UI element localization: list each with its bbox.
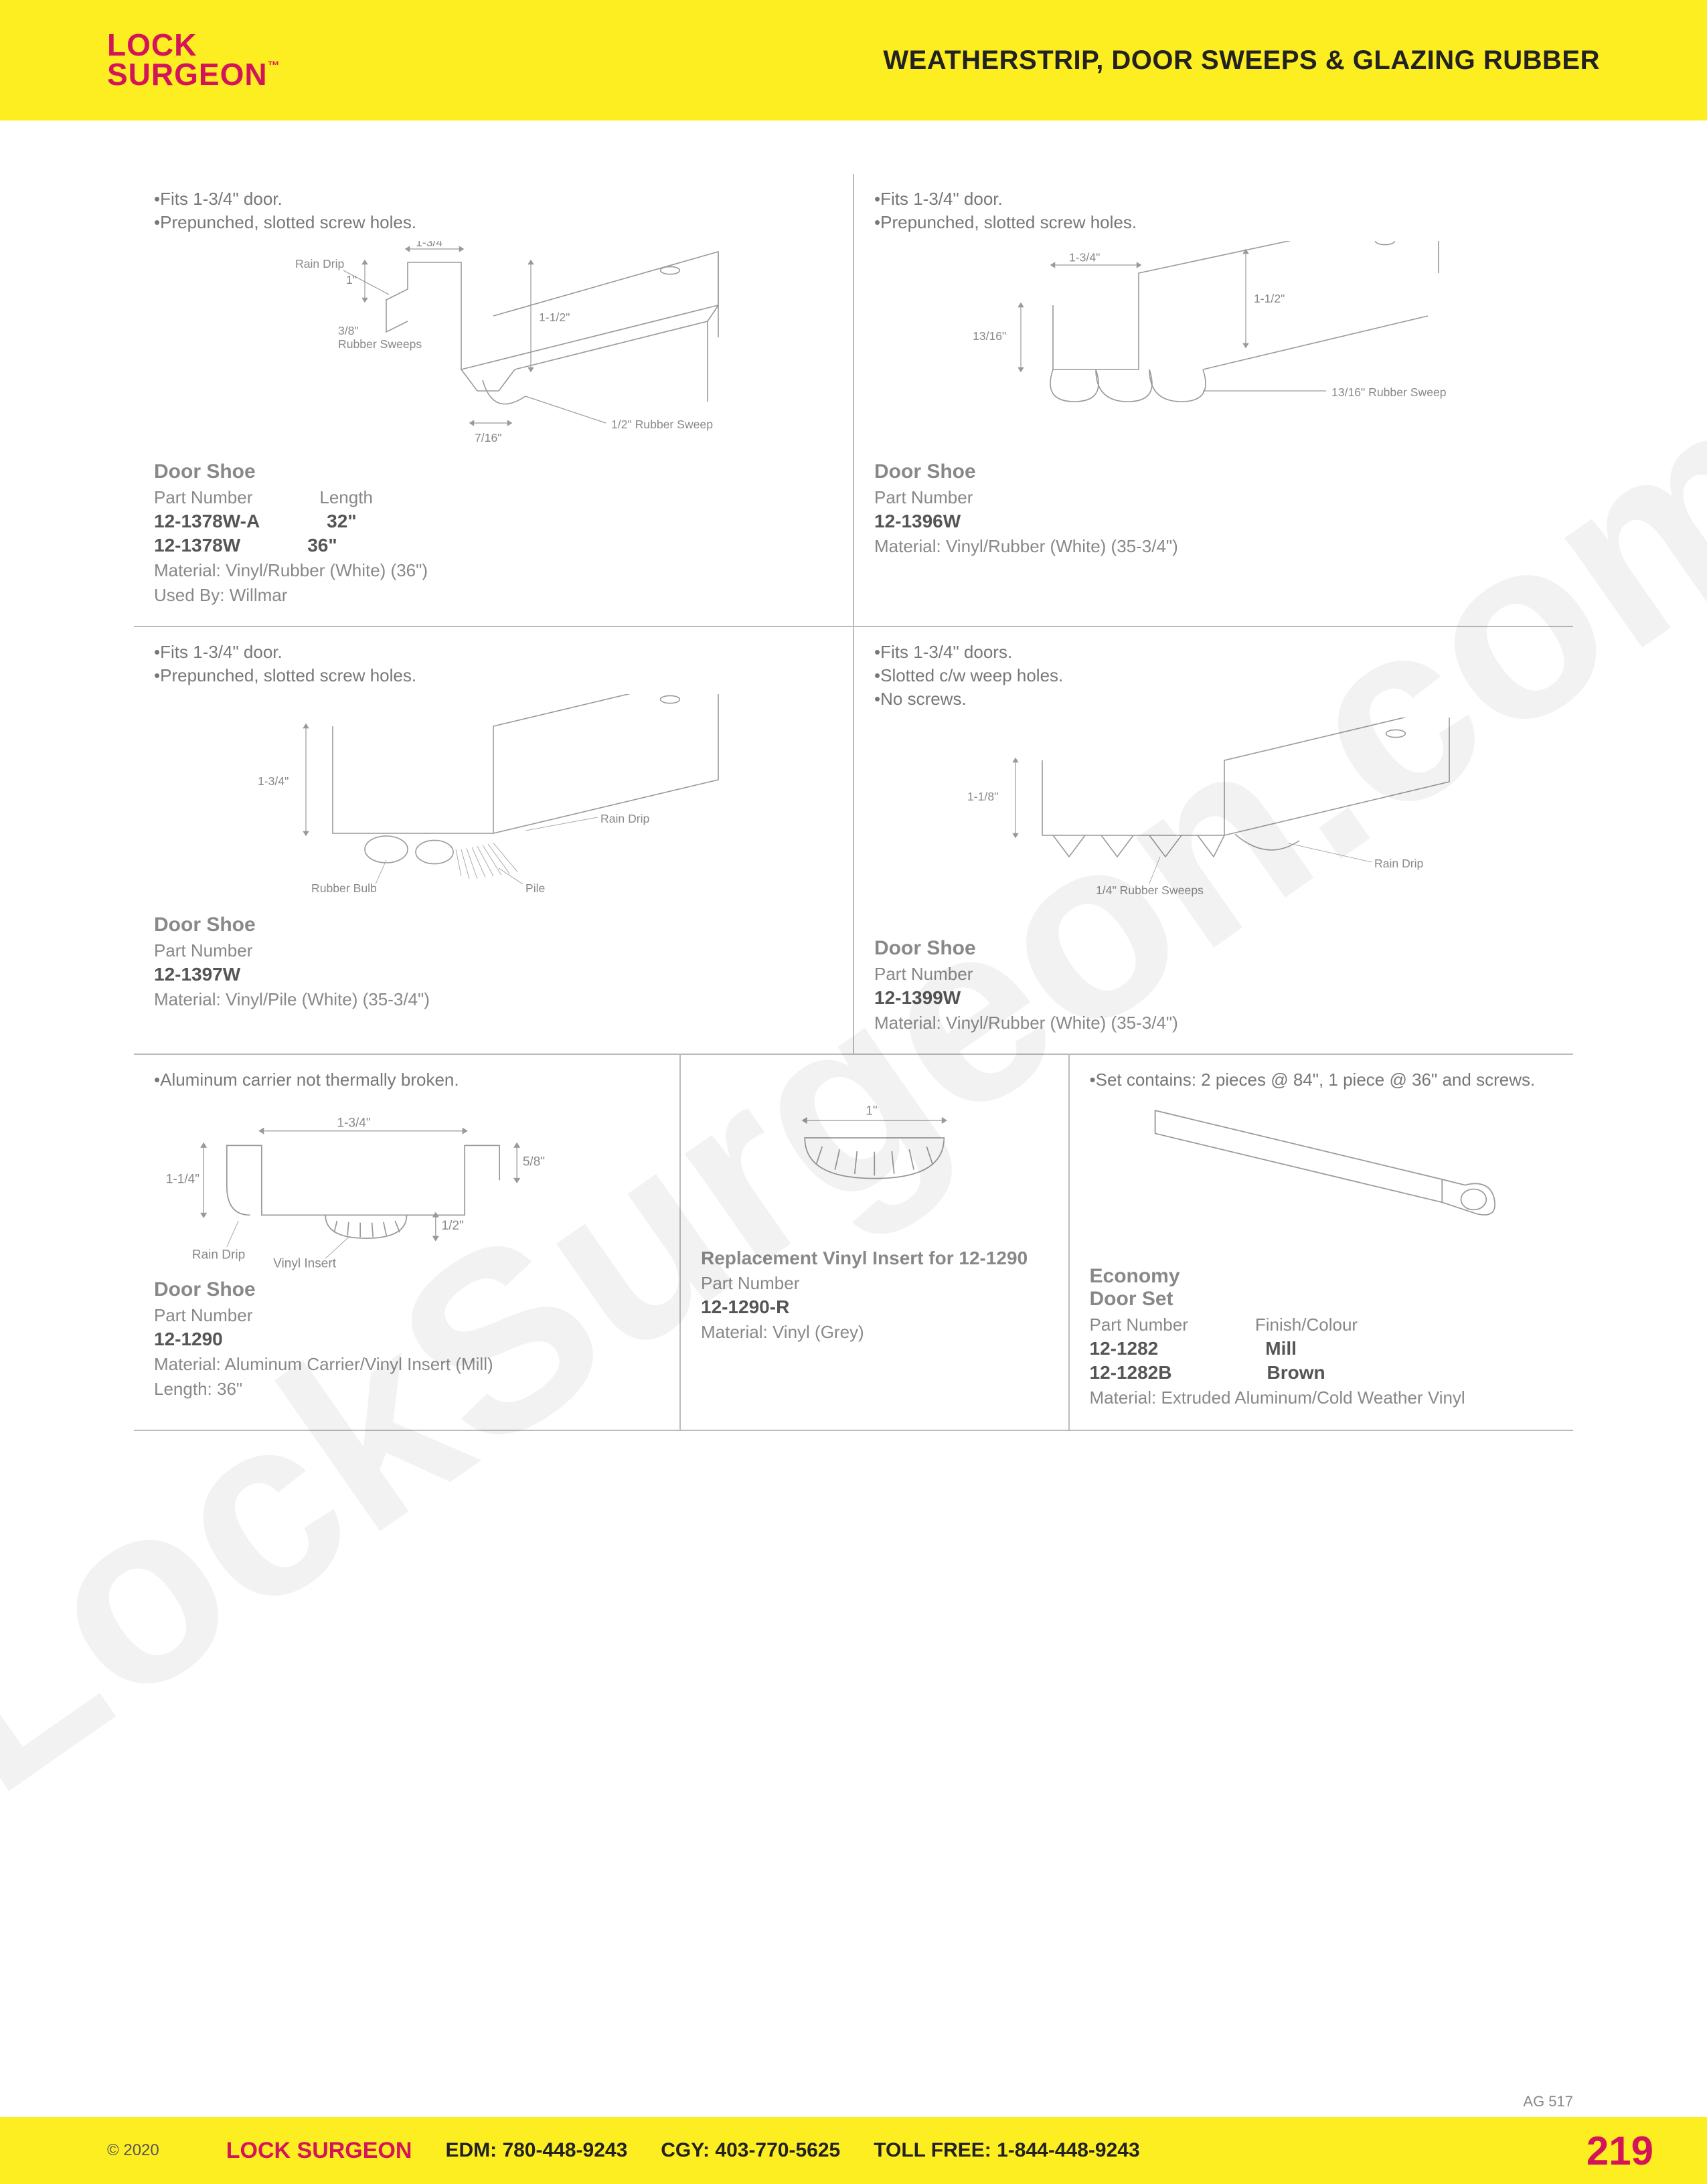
product-cell-1: •Fits 1-3/4" door. •Prepunched, slotted … xyxy=(134,174,854,626)
col-part-number: Part Number xyxy=(154,487,252,508)
ag-code: AG 517 xyxy=(1523,2093,1573,2110)
svg-text:Rain Drip: Rain Drip xyxy=(600,812,650,825)
product-cell-7: •Set contains: 2 pieces @ 84", 1 piece @… xyxy=(1070,1055,1574,1430)
used-by: Used By: Willmar xyxy=(154,585,833,606)
copyright: © 2020 xyxy=(107,2141,159,2160)
row-3: •Aluminum carrier not thermally broken. xyxy=(134,1055,1573,1431)
diagram: 13/16" 1-3/4" 1-1/2" 13/16" Rubber Sweep xyxy=(874,241,1553,455)
svg-text:Pile: Pile xyxy=(525,881,545,895)
material: Material: Vinyl/Rubber (White) (36") xyxy=(154,560,833,581)
page-number: 219 xyxy=(1587,2128,1653,2174)
diagram: 1-3/4" Rubber Bulb Pile Rain Drip xyxy=(154,694,833,908)
contact-edm: EDM: 780-448-9243 xyxy=(445,2139,627,2162)
length: 32" xyxy=(327,511,356,532)
product-title: Door Shoe xyxy=(154,460,833,483)
svg-text:1": 1" xyxy=(866,1104,877,1118)
product-cell-4: •Fits 1-3/4" doors. •Slotted c/w weep ho… xyxy=(854,627,1573,1054)
page-footer: © 2020 LOCK SURGEON EDM: 780-448-9243 CG… xyxy=(0,2117,1707,2184)
svg-text:Rubber Bulb: Rubber Bulb xyxy=(311,881,377,895)
page-title: WEATHERSTRIP, DOOR SWEEPS & GLAZING RUBB… xyxy=(883,46,1600,76)
part-number: 12-1378W xyxy=(154,535,240,556)
svg-text:1-3/4": 1-3/4" xyxy=(337,1116,371,1130)
svg-text:Vinyl Insert: Vinyl Insert xyxy=(273,1256,337,1270)
product-cell-6: 1" Replacement Vinyl Insert for 12-1290 … xyxy=(681,1055,1070,1430)
svg-text:1-1/2": 1-1/2" xyxy=(1254,292,1285,305)
svg-text:1/2": 1/2" xyxy=(442,1219,464,1233)
svg-text:13/16" Rubber Sweep: 13/16" Rubber Sweep xyxy=(1331,386,1447,399)
diagram: 1-1/8" 1/4" Rubber Sweeps Rain Drip xyxy=(874,718,1553,932)
svg-text:1-3/4": 1-3/4" xyxy=(258,774,289,788)
svg-text:7/16": 7/16" xyxy=(475,431,502,444)
contact-cgy: CGY: 403-770-5625 xyxy=(661,2139,840,2162)
part-number: 12-1399W xyxy=(874,987,1553,1009)
logo-line2: SURGEON™ xyxy=(107,60,280,90)
diagram: 1" xyxy=(701,1068,1048,1242)
part-number: 12-1290-R xyxy=(701,1296,1048,1318)
svg-text:3/8": 3/8" xyxy=(338,324,359,337)
svg-text:Rain Drip: Rain Drip xyxy=(1374,857,1424,870)
svg-text:1-3/4": 1-3/4" xyxy=(1069,251,1100,264)
notes: •Fits 1-3/4" door. •Prepunched, slotted … xyxy=(154,187,833,234)
svg-text:Rubber Sweeps: Rubber Sweeps xyxy=(338,337,422,351)
svg-text:1-1/2": 1-1/2" xyxy=(539,311,570,324)
part-number: 12-1396W xyxy=(874,511,1553,532)
logo-line1: LOCK xyxy=(107,31,280,60)
svg-text:1-3/4": 1-3/4" xyxy=(416,241,446,249)
svg-text:Rain Drip: Rain Drip xyxy=(295,257,345,270)
material: Material: Vinyl/Rubber (White) (35-3/4") xyxy=(874,536,1553,557)
part-number: 12-1397W xyxy=(154,964,833,985)
svg-text:1-1/4": 1-1/4" xyxy=(166,1172,199,1186)
page-header: LOCK SURGEON™ WEATHERSTRIP, DOOR SWEEPS … xyxy=(0,0,1707,120)
product-cell-3: •Fits 1-3/4" door. •Prepunched, slotted … xyxy=(134,627,854,1054)
contact-tollfree: TOLL FREE: 1-844-448-9243 xyxy=(874,2139,1139,2162)
svg-text:13/16": 13/16" xyxy=(973,329,1006,343)
svg-text:1/2" Rubber Sweep: 1/2" Rubber Sweep xyxy=(611,418,713,431)
svg-text:Rain Drip: Rain Drip xyxy=(192,1248,245,1262)
length: 36" xyxy=(307,535,337,556)
part-number: 12-1290 xyxy=(154,1329,659,1350)
content-area: •Fits 1-3/4" door. •Prepunched, slotted … xyxy=(0,120,1707,1458)
svg-text:1-1/8": 1-1/8" xyxy=(967,790,998,803)
col-length: Length xyxy=(319,487,373,508)
row-1: •Fits 1-3/4" door. •Prepunched, slotted … xyxy=(134,174,1573,627)
footer-brand: LOCK SURGEON xyxy=(226,2138,412,2164)
diagram: 1-1/4" 1-3/4" 5/8" 1/2" Rain Drip Vinyl … xyxy=(154,1099,659,1273)
part-number: 12-1378W-A xyxy=(154,511,260,532)
notes: •Fits 1-3/4" door. •Prepunched, slotted … xyxy=(874,187,1553,234)
part-number: 12-1282 xyxy=(1090,1338,1159,1359)
svg-text:5/8": 5/8" xyxy=(523,1155,545,1169)
diagram: 1" 1-3/4" 3/8" Rubber Sweeps 1-1/2" 7/16… xyxy=(154,241,833,455)
product-cell-5: •Aluminum carrier not thermally broken. xyxy=(134,1055,681,1430)
diagram xyxy=(1090,1099,1554,1260)
part-number: 12-1282B xyxy=(1090,1362,1172,1383)
brand-logo: LOCK SURGEON™ xyxy=(107,31,280,89)
row-2: •Fits 1-3/4" door. •Prepunched, slotted … xyxy=(134,627,1573,1055)
product-cell-2: •Fits 1-3/4" door. •Prepunched, slotted … xyxy=(854,174,1573,626)
svg-text:1/4" Rubber Sweeps: 1/4" Rubber Sweeps xyxy=(1096,884,1204,897)
product-title: Door Shoe xyxy=(874,460,1553,483)
